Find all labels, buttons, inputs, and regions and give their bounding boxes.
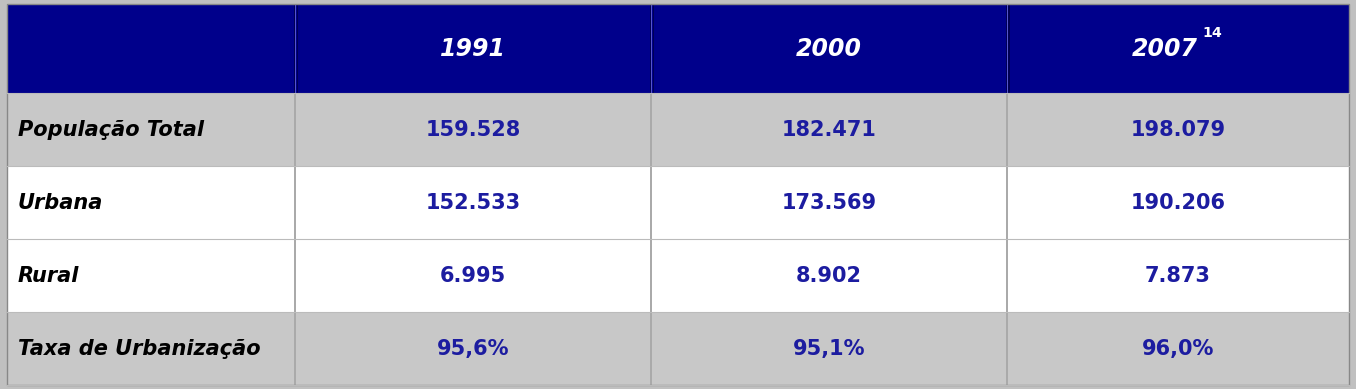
Text: 190.206: 190.206	[1131, 193, 1226, 213]
Text: 95,6%: 95,6%	[437, 339, 510, 359]
Text: 14: 14	[1201, 26, 1222, 40]
Bar	[1006, 93, 1008, 166]
Text: 96,0%: 96,0%	[1142, 339, 1214, 359]
Text: 182.471: 182.471	[781, 120, 876, 140]
Text: 152.533: 152.533	[426, 193, 521, 213]
Text: Taxa de Urbanização: Taxa de Urbanização	[18, 339, 260, 359]
Bar	[650, 93, 652, 166]
Text: 1991: 1991	[441, 37, 506, 61]
Text: Rural: Rural	[18, 266, 79, 286]
Bar	[294, 312, 297, 385]
Bar	[294, 166, 297, 239]
Bar	[1006, 4, 1008, 93]
Text: População Total: População Total	[18, 120, 203, 140]
Bar	[650, 239, 652, 312]
Bar	[1006, 312, 1008, 385]
Bar	[652, 4, 654, 93]
Bar	[1006, 166, 1008, 239]
Text: 6.995: 6.995	[441, 266, 506, 286]
Bar	[294, 93, 297, 166]
Text: 198.079: 198.079	[1131, 120, 1226, 140]
Bar	[294, 4, 296, 93]
Text: 159.528: 159.528	[426, 120, 521, 140]
Bar	[7, 93, 1349, 166]
Text: 2000: 2000	[796, 37, 862, 61]
Text: Urbana: Urbana	[18, 193, 103, 213]
Bar	[1006, 239, 1008, 312]
Bar	[650, 4, 651, 93]
Bar	[7, 239, 1349, 312]
Bar	[7, 312, 1349, 385]
Text: 7.873: 7.873	[1144, 266, 1211, 286]
Text: 173.569: 173.569	[781, 193, 876, 213]
Bar	[1009, 4, 1010, 93]
Bar	[7, 166, 1349, 239]
Bar	[650, 312, 652, 385]
Bar	[294, 239, 297, 312]
Text: 8.902: 8.902	[796, 266, 862, 286]
Bar	[650, 166, 652, 239]
Bar	[7, 4, 1349, 93]
Text: 2007: 2007	[1131, 37, 1197, 61]
Text: 95,1%: 95,1%	[793, 339, 865, 359]
